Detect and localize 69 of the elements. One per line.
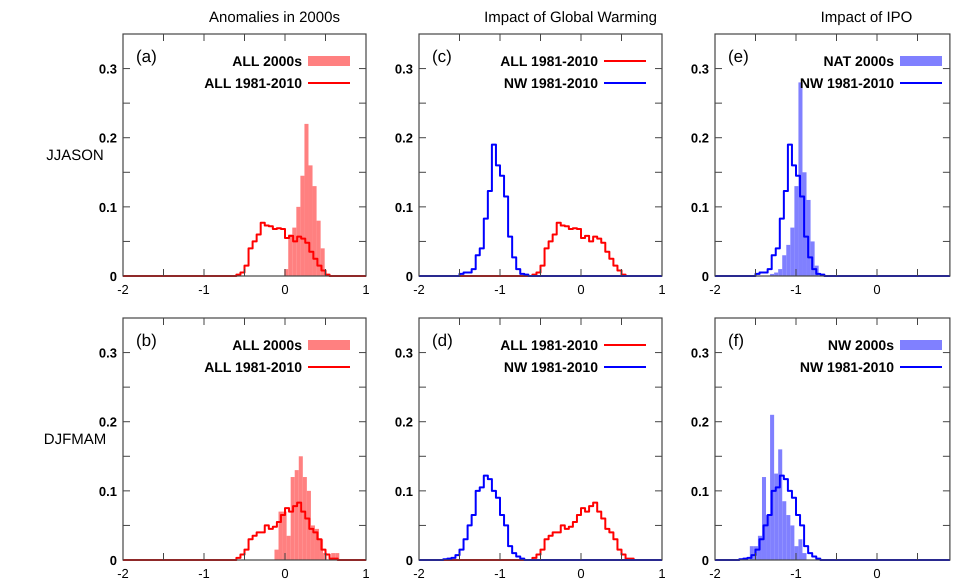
y-tick-label: 0 <box>406 553 413 568</box>
legend-label: NW 1981-2010 <box>800 359 894 375</box>
x-tick-label: -2 <box>117 566 129 581</box>
y-tick-label: 0 <box>702 553 709 568</box>
legend-label: ALL 1981-2010 <box>500 53 598 69</box>
x-tick-label: -2 <box>413 566 425 581</box>
x-tick-label: 0 <box>281 566 289 581</box>
x-tick-label: 1 <box>658 282 666 297</box>
x-tick-label: -1 <box>790 566 802 581</box>
y-tick-label: 0 <box>406 269 413 284</box>
y-tick-label: 0.2 <box>394 414 413 430</box>
legend-label: NW 1981-2010 <box>504 359 598 375</box>
chart-title: Anomalies in 2000s <box>209 9 340 26</box>
y-tick-label: 0.2 <box>98 414 117 430</box>
x-tick-label: -2 <box>709 282 721 297</box>
legend-label: ALL 1981-2010 <box>204 359 302 375</box>
y-tick-label: 0.2 <box>98 130 117 146</box>
x-tick-label: -2 <box>709 566 721 581</box>
x-tick-label: -1 <box>494 566 506 581</box>
x-tick-label: -1 <box>198 282 210 297</box>
x-tick-label: 1 <box>658 566 666 581</box>
legend-label: NW 1981-2010 <box>800 75 894 91</box>
x-tick-label: -1 <box>790 282 802 297</box>
legend-label: NAT 2000s <box>823 53 894 69</box>
y-tick-label: 0 <box>110 553 117 568</box>
x-tick-label: -1 <box>198 566 210 581</box>
y-tick-label: 0.3 <box>98 346 117 361</box>
y-axis-title: JJASON <box>46 147 104 164</box>
y-tick-label: 0.2 <box>690 130 709 146</box>
y-tick-label: 0.3 <box>98 62 117 77</box>
y-tick-label: 0.1 <box>690 484 709 499</box>
annotation: (e) <box>728 47 749 66</box>
legend-label: ALL 2000s <box>232 53 302 69</box>
legend-label: NW 1981-2010 <box>504 75 598 91</box>
chart-title: Impact of IPO <box>820 9 912 26</box>
legend-label: ALL 1981-2010 <box>204 75 302 91</box>
y-tick-label: 0.1 <box>690 200 709 215</box>
y-tick-label: 0 <box>110 269 117 284</box>
chart-title: Impact of Global Warming <box>484 9 657 26</box>
x-tick-label: 0 <box>577 282 585 297</box>
legend-label: NW 2000s <box>828 337 894 353</box>
x-tick-label: -1 <box>494 282 506 297</box>
y-tick-label: 0.3 <box>394 346 413 361</box>
x-tick-label: 0 <box>577 566 585 581</box>
annotation: (d) <box>432 331 453 350</box>
legend-label: ALL 1981-2010 <box>500 337 598 353</box>
y-tick-label: 0.2 <box>690 414 709 430</box>
y-axis-title: DJFMAM <box>44 431 106 448</box>
y-tick-label: 0.1 <box>394 200 413 215</box>
x-tick-label: -2 <box>413 282 425 297</box>
annotation: (b) <box>136 331 157 350</box>
annotation: (c) <box>432 47 452 66</box>
y-tick-label: 0.1 <box>394 484 413 499</box>
legend-label: ALL 2000s <box>232 337 302 353</box>
x-tick-label: 1 <box>362 282 370 297</box>
y-tick-label: 0.3 <box>394 62 413 77</box>
x-tick-label: 0 <box>281 282 289 297</box>
x-tick-label: 0 <box>873 282 881 297</box>
y-tick-label: 0.3 <box>690 346 709 361</box>
x-tick-label: 0 <box>873 566 881 581</box>
x-tick-label: 1 <box>362 566 370 581</box>
y-tick-label: 0.2 <box>394 130 413 146</box>
y-tick-label: 0.3 <box>690 62 709 77</box>
annotation: (f) <box>728 331 744 350</box>
y-tick-label: 0 <box>702 269 709 284</box>
x-tick-label: -2 <box>117 282 129 297</box>
annotation: (a) <box>136 47 157 66</box>
y-tick-label: 0.1 <box>98 200 117 215</box>
y-tick-label: 0.1 <box>98 484 117 499</box>
